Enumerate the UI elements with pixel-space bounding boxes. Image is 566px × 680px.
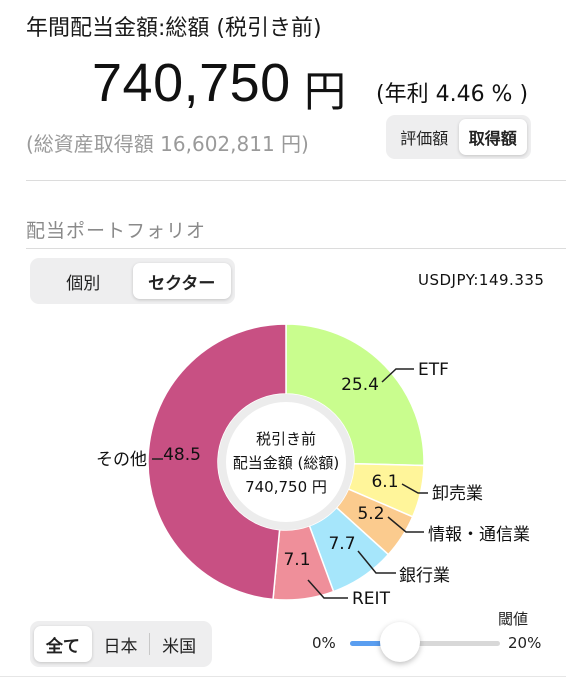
divider [26,248,566,249]
view-toggle: 個別 セクター [30,258,235,304]
value-label-wholesale: 6.1 [371,472,398,492]
threshold-slider-fill [350,641,400,646]
view-option-individual[interactable]: 個別 [66,273,101,294]
leader-line-reit [307,579,348,599]
view-option-sector[interactable]: セクター [132,263,231,299]
total-asset-cost: (総資産取得額 16,602,811 円) [26,132,309,156]
category-label-reit: REIT [352,589,391,609]
region-option-all[interactable]: 全て [34,626,92,662]
value-label-reit: 7.1 [283,550,310,570]
chart-leader-lines [152,368,428,599]
fx-rate: USDJPY:149.335 [418,271,545,289]
value-label-etf: 25.4 [341,375,379,395]
category-label-bank: 銀行業 [399,566,450,586]
leader-line-etf [381,368,414,383]
total-dividend-unit: 円 [304,67,347,116]
category-label-wholesale: 卸売業 [432,484,483,504]
portfolio-section-title: 配当ポートフォリオ [26,220,207,242]
basis-option-valuation[interactable]: 評価額 [400,129,449,148]
dividend-donut-chart: 25.4 ETF 6.1 卸売業 5.2 情報・通信業 7.7 銀行業 7.1 REIT 48.5 そ… [96,323,530,609]
divider [26,180,566,181]
basis-option-acquisition[interactable]: 取得額 [458,119,527,155]
category-label-other: その他 [96,450,147,470]
total-dividend: 740,750 円 (年利 4.46 % ) [92,52,552,122]
value-label-info-comm: 5.2 [357,504,384,524]
segment-separator [149,633,151,655]
basis-toggle: 評価額 取得額 [386,115,531,159]
region-option-japan[interactable]: 日本 [103,636,138,657]
divider [0,676,566,677]
value-label-other: 48.5 [163,445,201,465]
region-toggle: 全て 日本 米国 [30,621,212,667]
donut-hole [226,402,346,522]
total-dividend-value: 740,750 [92,53,291,113]
threshold-slider[interactable] [350,622,500,662]
category-label-etf: ETF [418,360,449,380]
center-text-line: 配当金額 (総額) [233,454,339,472]
center-text-line: 税引き前 [256,430,316,448]
threshold-max-label: 20% [508,634,542,652]
category-label-info-comm: 情報・通信業 [428,525,530,545]
value-label-bank: 7.7 [328,534,355,554]
page-title: 年間配当金額:総額 (税引き前) [26,16,322,41]
leader-line-bank [357,550,396,574]
leader-line-info-comm [387,516,424,533]
region-option-us[interactable]: 米国 [162,636,197,657]
center-text-line: 740,750 円 [245,478,327,496]
threshold-slider-thumb[interactable] [379,622,420,662]
annual-yield: (年利 4.46 % ) [376,82,529,107]
threshold-min-label: 0% [312,634,336,652]
threshold-label: 閾値 [498,610,529,628]
leader-line-wholesale [401,483,428,494]
chart-labels: 25.4 ETF 6.1 卸売業 5.2 情報・通信業 7.7 銀行業 7.1 REIT 48.5 そ… [96,360,530,609]
